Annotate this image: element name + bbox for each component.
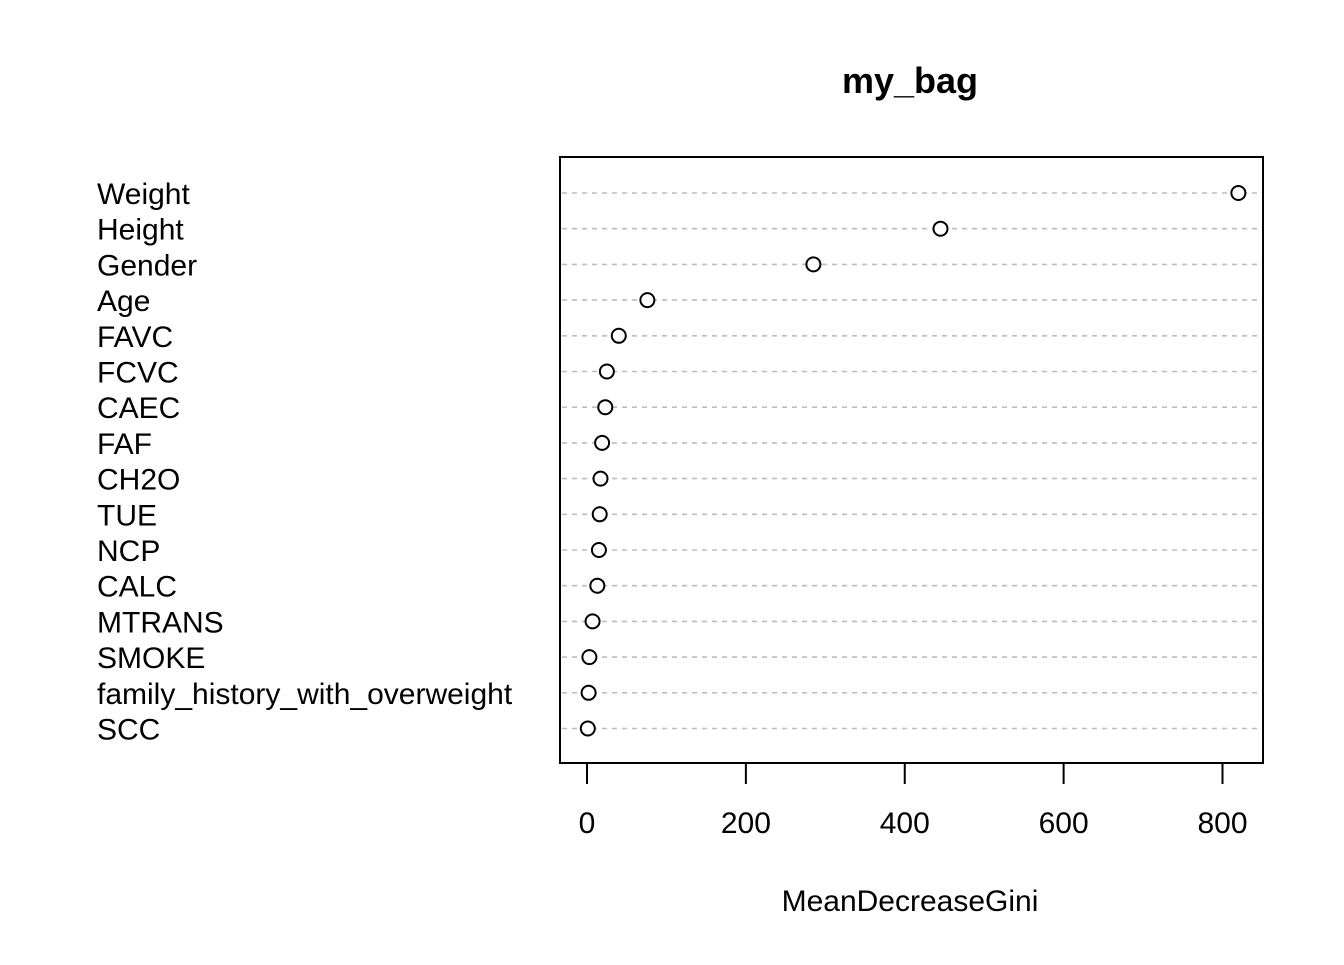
data-point — [581, 649, 598, 666]
x-axis: 0 200 400 600 800 — [579, 762, 1248, 840]
category-label: FAF — [97, 428, 152, 461]
grid-layer — [562, 192, 1261, 730]
category-label: family_history_with_overweight — [97, 678, 513, 711]
category-label: NCP — [97, 535, 160, 568]
data-point — [805, 256, 822, 273]
chart-title: my_bag — [842, 60, 978, 101]
category-label: CAEC — [97, 392, 180, 425]
data-point — [639, 292, 656, 309]
x-tick-label: 0 — [579, 807, 596, 840]
x-tick-label: 400 — [880, 807, 930, 840]
data-point — [592, 470, 609, 487]
category-labels: WeightHeightGenderAgeFAVCFCVCCAECFAFCH2O… — [97, 178, 513, 747]
data-points — [579, 185, 1247, 737]
category-label: SMOKE — [97, 642, 205, 675]
data-point — [610, 327, 627, 344]
data-point — [591, 506, 608, 523]
category-label: Age — [97, 285, 150, 318]
data-point — [932, 220, 949, 237]
data-point — [584, 613, 601, 630]
data-point — [597, 399, 614, 416]
category-label: Height — [97, 214, 184, 247]
data-point — [1230, 185, 1247, 201]
category-label: FAVC — [97, 321, 173, 354]
data-point — [580, 684, 597, 701]
data-point — [579, 720, 596, 737]
category-label: Gender — [97, 249, 197, 282]
data-point — [598, 363, 615, 380]
category-label: SCC — [97, 714, 160, 747]
data-point — [589, 577, 606, 594]
data-point — [590, 542, 607, 558]
category-label: MTRANS — [97, 606, 224, 639]
category-label: TUE — [97, 499, 157, 532]
x-axis-label: MeanDecreaseGini — [782, 885, 1039, 918]
category-label: CALC — [97, 571, 177, 604]
plot-frame — [559, 156, 1264, 764]
x-tick-label: 600 — [1039, 807, 1089, 840]
category-label: FCVC — [97, 357, 179, 390]
category-label: Weight — [97, 178, 190, 211]
data-point — [594, 434, 611, 451]
x-tick-label: 200 — [721, 807, 771, 840]
x-tick-label: 800 — [1197, 807, 1247, 840]
category-label: CH2O — [97, 464, 180, 497]
